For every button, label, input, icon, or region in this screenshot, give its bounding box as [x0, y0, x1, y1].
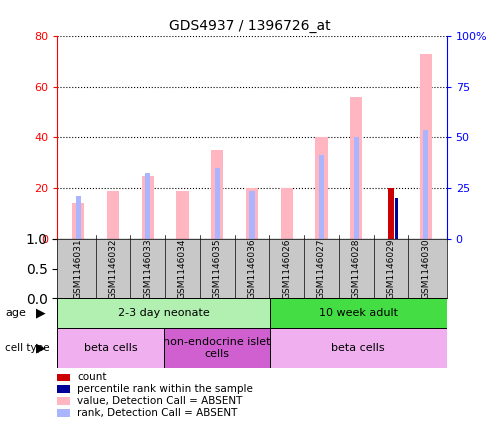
Text: GSM1146029: GSM1146029 — [387, 238, 396, 299]
Text: beta cells: beta cells — [84, 343, 137, 353]
Text: age: age — [5, 308, 26, 318]
Bar — [164, 328, 269, 368]
Text: rank, Detection Call = ABSENT: rank, Detection Call = ABSENT — [77, 408, 238, 418]
Bar — [107, 191, 119, 239]
Text: 10 week adult: 10 week adult — [319, 308, 398, 318]
Text: value, Detection Call = ABSENT: value, Detection Call = ABSENT — [77, 396, 243, 406]
Bar — [420, 54, 432, 239]
Text: GDS4937 / 1396726_at: GDS4937 / 1396726_at — [169, 19, 330, 33]
Text: ▶: ▶ — [36, 341, 45, 354]
Text: GSM1146033: GSM1146033 — [143, 238, 152, 299]
Bar — [142, 176, 154, 239]
Bar — [57, 298, 269, 328]
Bar — [215, 168, 220, 239]
Bar — [350, 97, 362, 239]
Text: ▶: ▶ — [36, 307, 45, 319]
Text: count: count — [77, 372, 107, 382]
Text: GSM1146032: GSM1146032 — [108, 238, 117, 299]
Bar — [395, 198, 398, 239]
Bar — [423, 130, 428, 239]
Bar — [269, 298, 447, 328]
Text: GSM1146031: GSM1146031 — [74, 238, 83, 299]
Text: GSM1146035: GSM1146035 — [213, 238, 222, 299]
Bar — [76, 196, 81, 239]
Bar — [269, 328, 447, 368]
Text: GSM1146028: GSM1146028 — [352, 238, 361, 299]
Bar — [145, 173, 150, 239]
Bar — [246, 188, 258, 239]
Text: non-endocrine islet
cells: non-endocrine islet cells — [163, 337, 270, 359]
Text: GSM1146034: GSM1146034 — [178, 238, 187, 299]
Text: GSM1146036: GSM1146036 — [248, 238, 256, 299]
Bar — [72, 203, 84, 239]
Bar — [388, 188, 394, 239]
Text: cell type: cell type — [5, 343, 49, 353]
Text: GSM1146026: GSM1146026 — [282, 238, 291, 299]
Bar — [315, 137, 327, 239]
Bar — [177, 191, 189, 239]
Text: GSM1146027: GSM1146027 — [317, 238, 326, 299]
Text: 2-3 day neonate: 2-3 day neonate — [118, 308, 210, 318]
Bar — [319, 155, 324, 239]
Bar — [211, 150, 224, 239]
Text: GSM1146030: GSM1146030 — [421, 238, 430, 299]
Bar — [250, 191, 254, 239]
Bar — [280, 188, 293, 239]
Bar — [354, 137, 359, 239]
Bar — [57, 328, 164, 368]
Text: percentile rank within the sample: percentile rank within the sample — [77, 384, 253, 394]
Text: beta cells: beta cells — [331, 343, 385, 353]
